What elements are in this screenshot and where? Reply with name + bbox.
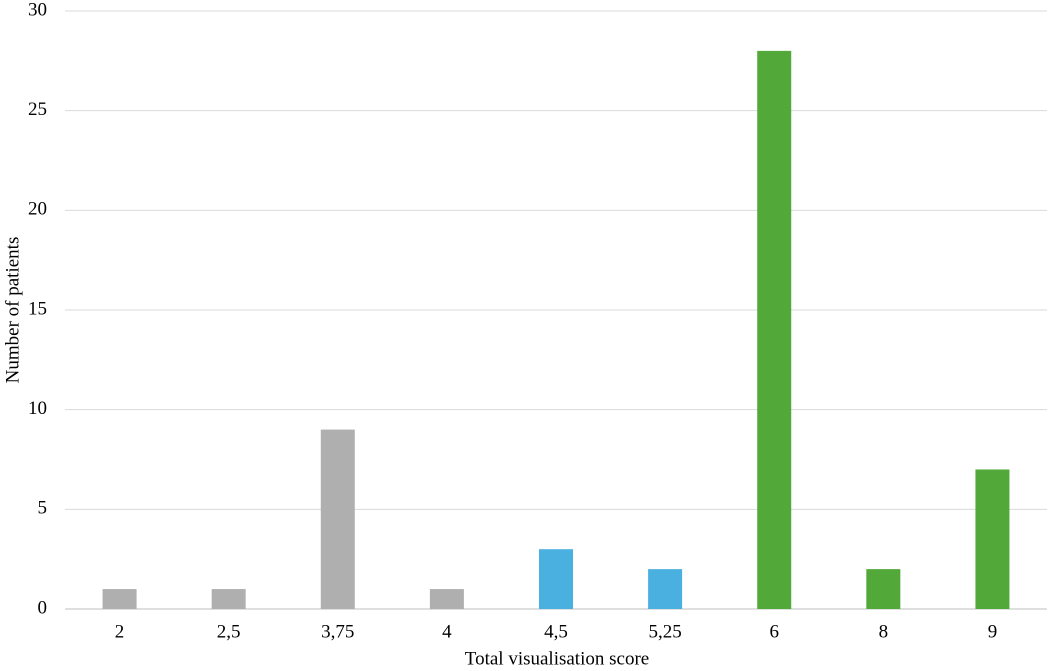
bar [429,589,464,609]
y-tick-label: 20 [28,199,47,220]
bar [320,429,355,609]
x-tick-label: 4 [442,621,452,642]
x-tick-label: 6 [769,621,779,642]
bar [211,589,246,609]
x-tick-label: 3,75 [321,621,354,642]
bar [539,549,573,609]
x-axis-title: Total visualisation score [465,648,649,669]
bar [866,569,901,609]
y-tick-label: 30 [28,0,47,20]
bar [102,589,137,609]
x-tick-label: 9 [988,621,998,642]
bar [757,50,792,610]
x-tick-label: 5,25 [648,621,681,642]
bar [648,569,683,609]
y-tick-label: 15 [28,298,47,319]
y-tick-label: 25 [28,99,47,120]
y-tick-label: 5 [38,498,48,519]
y-axis-title: Number of patients [2,237,23,384]
y-tick-label: 10 [28,398,47,419]
x-tick-label: 2 [115,621,125,642]
y-tick-label: 0 [38,597,48,618]
x-tick-label: 4,5 [544,621,568,642]
x-tick-label: 8 [879,621,889,642]
bar [975,469,1010,609]
x-tick-label: 2,5 [217,621,241,642]
